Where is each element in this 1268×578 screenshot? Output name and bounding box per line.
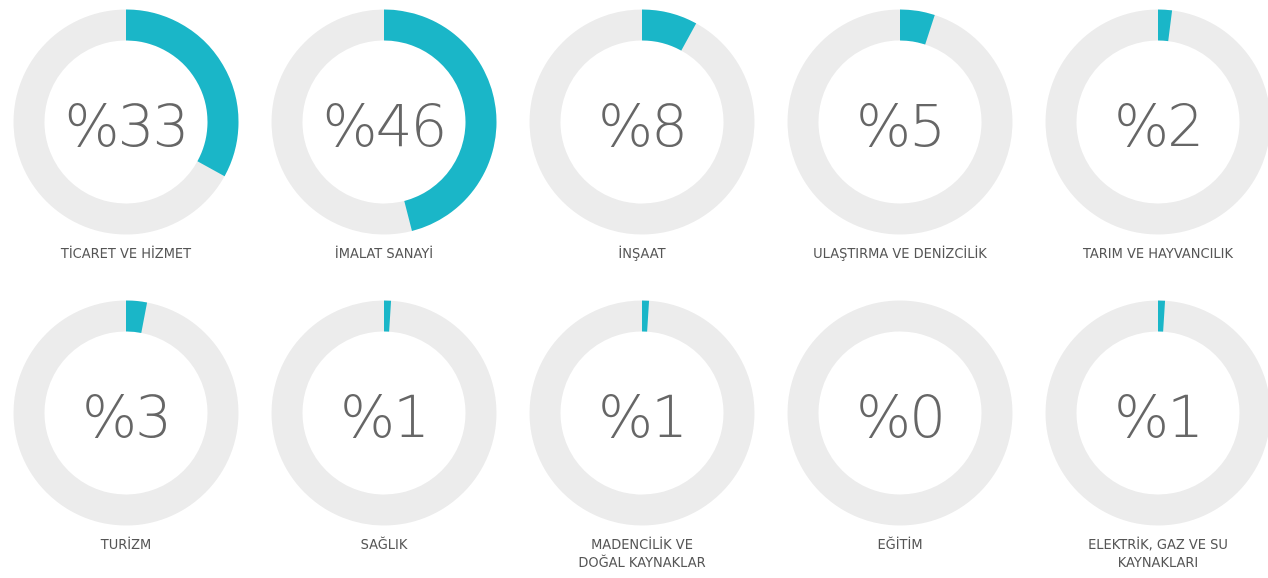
gauge-value: %8 — [598, 92, 686, 160]
gauge-arc — [125, 300, 148, 334]
gauge-label: İNŞAAT — [618, 247, 666, 262]
gauge-label: TİCARET VE HİZMET — [60, 247, 192, 262]
gauge-arc — [125, 9, 239, 177]
gauge-arc — [1157, 9, 1173, 42]
gauge-value: %1 — [1114, 383, 1202, 451]
gauge-label: TARIM VE HAYVANCILIK — [1082, 247, 1234, 262]
gauge-arc — [899, 9, 935, 45]
gauge-value: %1 — [340, 383, 428, 451]
gauge-value: %46 — [323, 92, 446, 160]
gauge-value: %3 — [82, 383, 170, 451]
gauge-arc — [641, 9, 697, 51]
gauge-value: %0 — [856, 383, 944, 451]
gauge-label: EĞİTİM — [877, 538, 923, 553]
gauge-value: %2 — [1114, 92, 1202, 160]
gauge-label: ULAŞTIRMA VE DENİZCİLİK — [813, 247, 987, 262]
gauge-arc — [383, 9, 497, 231]
gauge-label: MADENCİLİK VE DOĞAL KAYNAKLAR — [578, 538, 706, 571]
gauge-value: %33 — [65, 92, 188, 160]
gauge-value: %5 — [856, 92, 944, 160]
gauge-track — [787, 300, 1013, 526]
gauge-label: SAĞLIK — [360, 538, 408, 553]
gauge-label: ELEKTRİK, GAZ VE SU KAYNAKLARI — [1088, 538, 1228, 571]
gauge-label: TURİZM — [100, 538, 152, 553]
gauge-label: İMALAT SANAYİ — [334, 247, 434, 262]
gauge-value: %1 — [598, 383, 686, 451]
